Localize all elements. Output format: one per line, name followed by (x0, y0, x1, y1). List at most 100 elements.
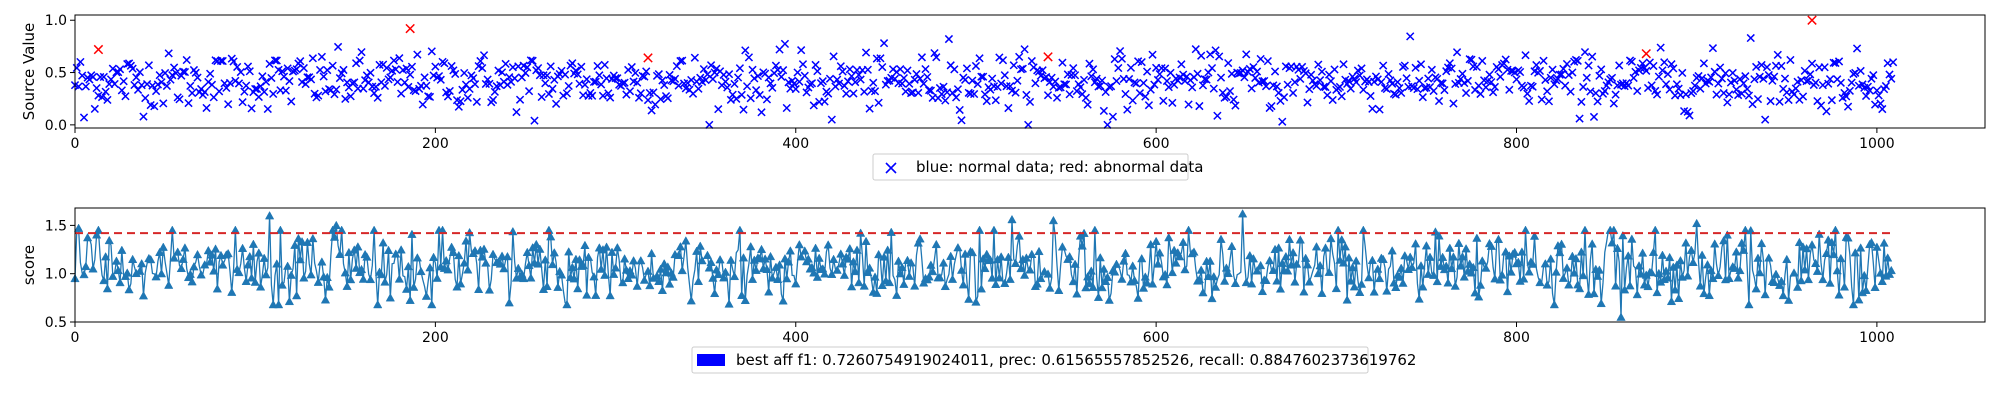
score-marker (178, 254, 188, 263)
score-marker (1612, 243, 1623, 252)
score-marker (353, 242, 363, 251)
score-marker (1774, 280, 1785, 289)
normal-point (1564, 70, 1573, 80)
score-marker (533, 259, 543, 268)
normal-point (777, 72, 786, 81)
normal-point (216, 56, 226, 66)
normal-point (724, 70, 734, 79)
score-marker (1771, 269, 1781, 278)
score-marker (564, 247, 574, 256)
normal-point (164, 49, 173, 58)
score-marker (1081, 282, 1091, 292)
score-marker (1416, 261, 1426, 270)
score-marker (1596, 298, 1606, 308)
bottom-ytick-label: 1.0 (45, 267, 67, 283)
normal-point (425, 92, 435, 102)
score-marker (1007, 214, 1017, 224)
normal-point (1083, 100, 1092, 109)
score-marker (746, 241, 756, 251)
score-marker (982, 249, 992, 258)
normal-point (443, 92, 453, 101)
normal-point (845, 65, 854, 74)
normal-point (1288, 88, 1298, 98)
normal-point (501, 59, 510, 69)
normal-point (1395, 83, 1404, 93)
score-marker (1428, 270, 1439, 279)
score-marker (1032, 279, 1042, 288)
normal-point (1076, 83, 1085, 92)
score-marker (223, 248, 233, 258)
score-marker (1447, 263, 1457, 273)
score-marker (1877, 276, 1887, 285)
normal-point (1058, 58, 1067, 67)
score-marker (1704, 290, 1714, 300)
normal-point (1144, 101, 1154, 110)
normal-point (1582, 73, 1591, 82)
normal-point (1301, 69, 1310, 78)
score-marker (1610, 281, 1621, 290)
normal-point (373, 93, 382, 102)
score-marker (421, 291, 431, 300)
normal-point (901, 87, 910, 96)
normal-point (366, 68, 375, 77)
score-marker (663, 262, 673, 271)
score-marker (488, 249, 498, 258)
score-marker (814, 253, 824, 262)
score-marker (724, 299, 734, 308)
score-marker (935, 272, 945, 282)
normal-point (1434, 96, 1444, 106)
score-marker (1261, 275, 1271, 285)
normal-point (687, 75, 696, 85)
normal-point (973, 79, 982, 89)
score-marker (1153, 259, 1163, 268)
score-marker (895, 268, 905, 278)
score-marker (1256, 260, 1266, 270)
normal-point (1069, 64, 1078, 73)
top-xtick-label: 400 (782, 136, 809, 152)
score-marker (803, 254, 813, 263)
normal-point (142, 79, 152, 89)
score-marker (719, 273, 729, 282)
score-marker (1216, 234, 1226, 243)
normal-point (762, 95, 772, 104)
score-marker (115, 277, 125, 287)
score-marker (1000, 278, 1010, 287)
score-marker (173, 247, 183, 256)
normal-point (1566, 87, 1575, 96)
y-axis-label-top: Source Value (20, 23, 38, 120)
score-marker (535, 244, 545, 253)
normal-point (1103, 120, 1112, 129)
score-marker (549, 247, 559, 257)
normal-point (562, 89, 572, 98)
score-marker (906, 258, 916, 267)
normal-point (1211, 46, 1220, 55)
score-marker (111, 256, 122, 265)
score-marker (1086, 266, 1096, 275)
score-marker (782, 273, 792, 283)
normal-point (1193, 69, 1202, 78)
normal-point (524, 87, 534, 96)
normal-point (930, 49, 939, 58)
normal-point (1546, 73, 1555, 82)
normal-point (1031, 79, 1040, 88)
top-xtick-label: 800 (1503, 136, 1530, 152)
score-marker (1578, 270, 1588, 280)
score-marker (1340, 242, 1350, 251)
score-marker (605, 290, 615, 300)
score-marker (1710, 239, 1720, 248)
normal-point (1753, 94, 1763, 104)
normal-point (580, 80, 590, 89)
score-marker (351, 263, 361, 272)
score-marker (764, 287, 774, 296)
score-marker (1528, 259, 1538, 268)
score-marker (971, 297, 981, 306)
normal-point (625, 87, 635, 96)
normal-point (1159, 96, 1168, 105)
normal-point (604, 89, 613, 98)
score-marker (569, 274, 579, 283)
score-marker (499, 263, 509, 273)
normal-point (988, 74, 997, 83)
score-marker (1281, 251, 1291, 261)
score-marker (1295, 235, 1305, 244)
normal-point (479, 51, 489, 60)
